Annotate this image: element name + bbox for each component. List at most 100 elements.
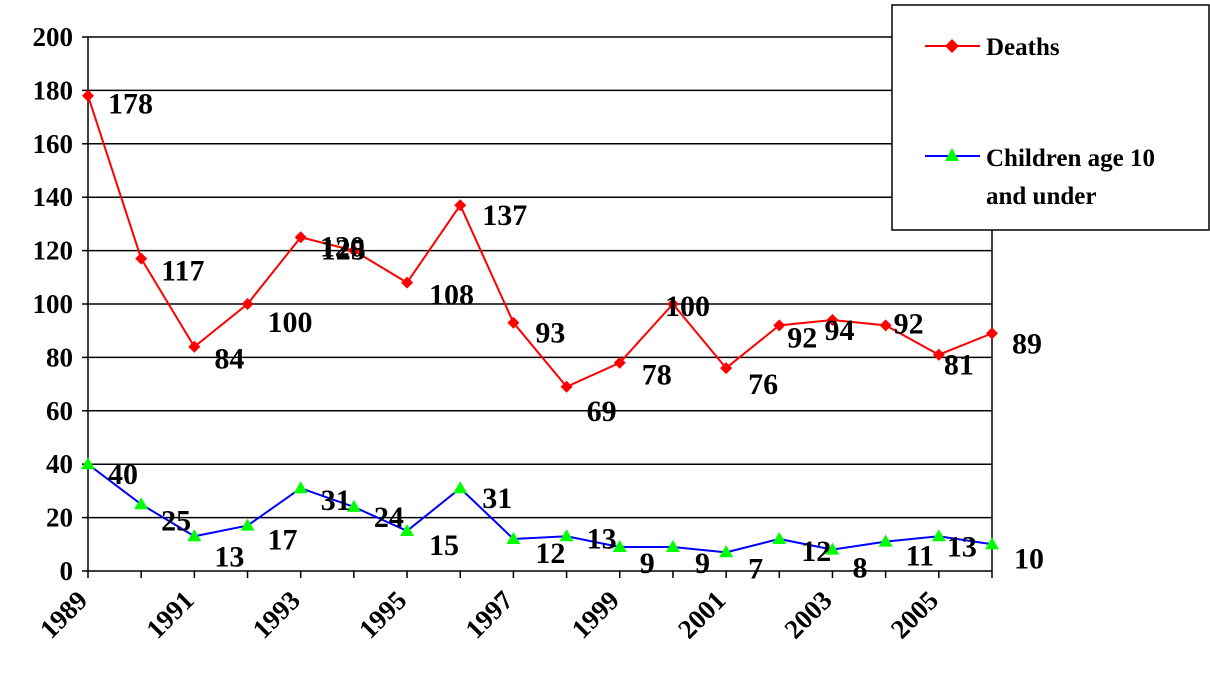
data-label: 178 [108, 88, 153, 121]
data-point [985, 537, 999, 550]
data-label: 76 [748, 368, 778, 401]
data-label: 93 [535, 317, 565, 350]
data-label: 89 [1012, 327, 1042, 360]
data-point [932, 348, 945, 361]
data-point [720, 362, 733, 375]
legend-label-deaths: Deaths [986, 34, 1060, 61]
data-point [507, 316, 520, 329]
data-label: 92 [787, 321, 817, 354]
data-label: 100 [665, 290, 710, 323]
data-point [612, 539, 627, 552]
legend-label-children-line2: and under [986, 183, 1096, 210]
data-label: 120 [320, 231, 365, 264]
data-point [294, 231, 307, 244]
data-point [134, 497, 149, 510]
data-point [879, 319, 892, 332]
legend-label-children-line1: Children age 10 [986, 145, 1155, 172]
data-point [826, 314, 839, 327]
y-tick-label: 120 [33, 236, 74, 266]
x-tick-label: 1999 [566, 585, 625, 644]
data-point [241, 298, 254, 310]
data-label: 12 [801, 535, 831, 568]
data-point [559, 529, 574, 542]
data-point [293, 481, 308, 494]
data-label: 13 [214, 540, 244, 573]
y-tick-label: 160 [33, 129, 74, 159]
data-point [240, 518, 255, 531]
data-point [400, 523, 415, 536]
y-tick-label: 20 [46, 503, 73, 533]
data-label: 12 [535, 537, 565, 570]
data-point [666, 298, 679, 310]
x-tick-label: 1997 [459, 585, 518, 644]
data-label: 92 [894, 307, 924, 340]
x-tick-label: 1995 [353, 585, 412, 644]
y-tick-labels: 0 20 40 60 80 100 120 140 160 180 200 [33, 22, 74, 586]
x-tick-label: 1993 [247, 585, 306, 644]
y-tick-label: 0 [60, 556, 74, 586]
series-deaths [82, 89, 998, 393]
data-point [506, 531, 521, 544]
data-label: 25 [161, 504, 191, 537]
data-label: 7 [748, 552, 763, 585]
data-point [81, 457, 95, 470]
y-tick-label: 200 [33, 22, 74, 52]
data-label: 13 [947, 530, 977, 563]
legend-marker-children [945, 148, 959, 161]
y-tick-label: 40 [46, 449, 73, 479]
data-label: 81 [944, 349, 974, 382]
data-point [188, 340, 201, 353]
series-line [87, 463, 993, 554]
y-tick-label: 100 [33, 289, 74, 319]
x-tick-label: 1991 [140, 585, 199, 644]
data-label: 137 [482, 199, 527, 232]
data-label: 11 [906, 540, 934, 573]
data-label: 78 [642, 359, 672, 392]
axes [82, 36, 993, 578]
data-label: 17 [268, 524, 298, 557]
y-tick-label: 60 [46, 396, 73, 426]
data-label: 69 [587, 395, 617, 428]
data-label: 125 [321, 233, 366, 266]
x-tick-label: 2001 [672, 585, 731, 644]
data-label: 94 [824, 314, 854, 347]
y-tick-label: 140 [33, 182, 74, 212]
data-label: 9 [640, 547, 655, 580]
data-point [560, 380, 573, 393]
data-point [772, 531, 787, 544]
data-label: 40 [108, 458, 138, 491]
legend-marker-deaths [945, 39, 959, 53]
data-point [773, 319, 786, 332]
x-tick-labels: 1989 1991 1993 1995 1997 1999 2001 2003 2005 [34, 585, 944, 644]
gridlines [88, 36, 992, 519]
data-label: 31 [321, 484, 351, 517]
data-point [187, 529, 202, 542]
data-point [931, 529, 946, 542]
data-label: 10 [1014, 542, 1044, 575]
legend-box [891, 4, 1210, 231]
data-label: 31 [482, 482, 512, 515]
data-label: 117 [161, 255, 204, 288]
y-tick-label: 180 [33, 75, 74, 105]
y-tick-label: 80 [46, 342, 73, 372]
data-point [878, 534, 893, 547]
data-point [135, 252, 148, 265]
data-label: 100 [268, 306, 313, 339]
data-point [986, 327, 998, 340]
series-group [81, 89, 999, 558]
data-point [453, 481, 468, 494]
x-tick-label: 1989 [34, 585, 93, 644]
data-point [665, 539, 680, 552]
data-point [825, 542, 840, 555]
data-point [346, 499, 361, 512]
x-tick-label: 2005 [885, 585, 944, 644]
x-tick-label: 2003 [778, 585, 837, 644]
data-point [347, 244, 360, 257]
data-point [454, 199, 467, 212]
data-label: 9 [695, 547, 710, 580]
data-label: 13 [587, 522, 617, 555]
legend: Deaths Children age 10 and under [891, 4, 1210, 231]
data-label: 15 [429, 529, 459, 562]
